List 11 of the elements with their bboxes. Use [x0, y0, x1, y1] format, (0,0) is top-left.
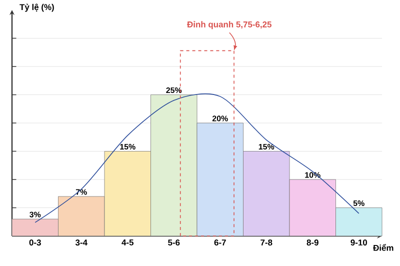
x-tick-label: 3-4 — [75, 240, 88, 246]
x-tick-label: 9-10 — [350, 240, 367, 246]
x-tick-label: 0-3 — [29, 240, 41, 246]
x-tick-label: 8-9 — [306, 240, 318, 246]
y-axis-title: Tỷ lệ (%) — [20, 4, 54, 12]
x-tick-label: 5-6 — [168, 240, 180, 246]
x-axis-title: Điểm — [373, 244, 394, 251]
x-tick-label: 7-8 — [260, 240, 272, 246]
annotation: Đỉnh quanh 5,75-6,25 — [187, 20, 272, 30]
x-tick-label: 4-5 — [122, 240, 134, 246]
x-tick-label: 6-7 — [214, 240, 226, 246]
